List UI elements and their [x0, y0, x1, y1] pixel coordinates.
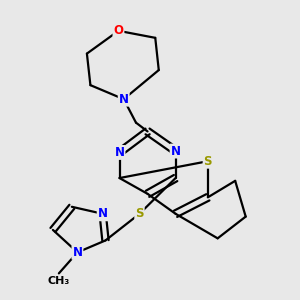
Text: N: N: [115, 146, 124, 159]
Text: N: N: [98, 207, 108, 220]
Text: S: S: [135, 207, 144, 220]
Text: O: O: [113, 24, 124, 37]
Text: N: N: [171, 145, 181, 158]
Text: S: S: [204, 155, 212, 168]
Text: N: N: [119, 93, 129, 106]
Text: CH₃: CH₃: [48, 276, 70, 286]
Text: N: N: [72, 246, 82, 259]
